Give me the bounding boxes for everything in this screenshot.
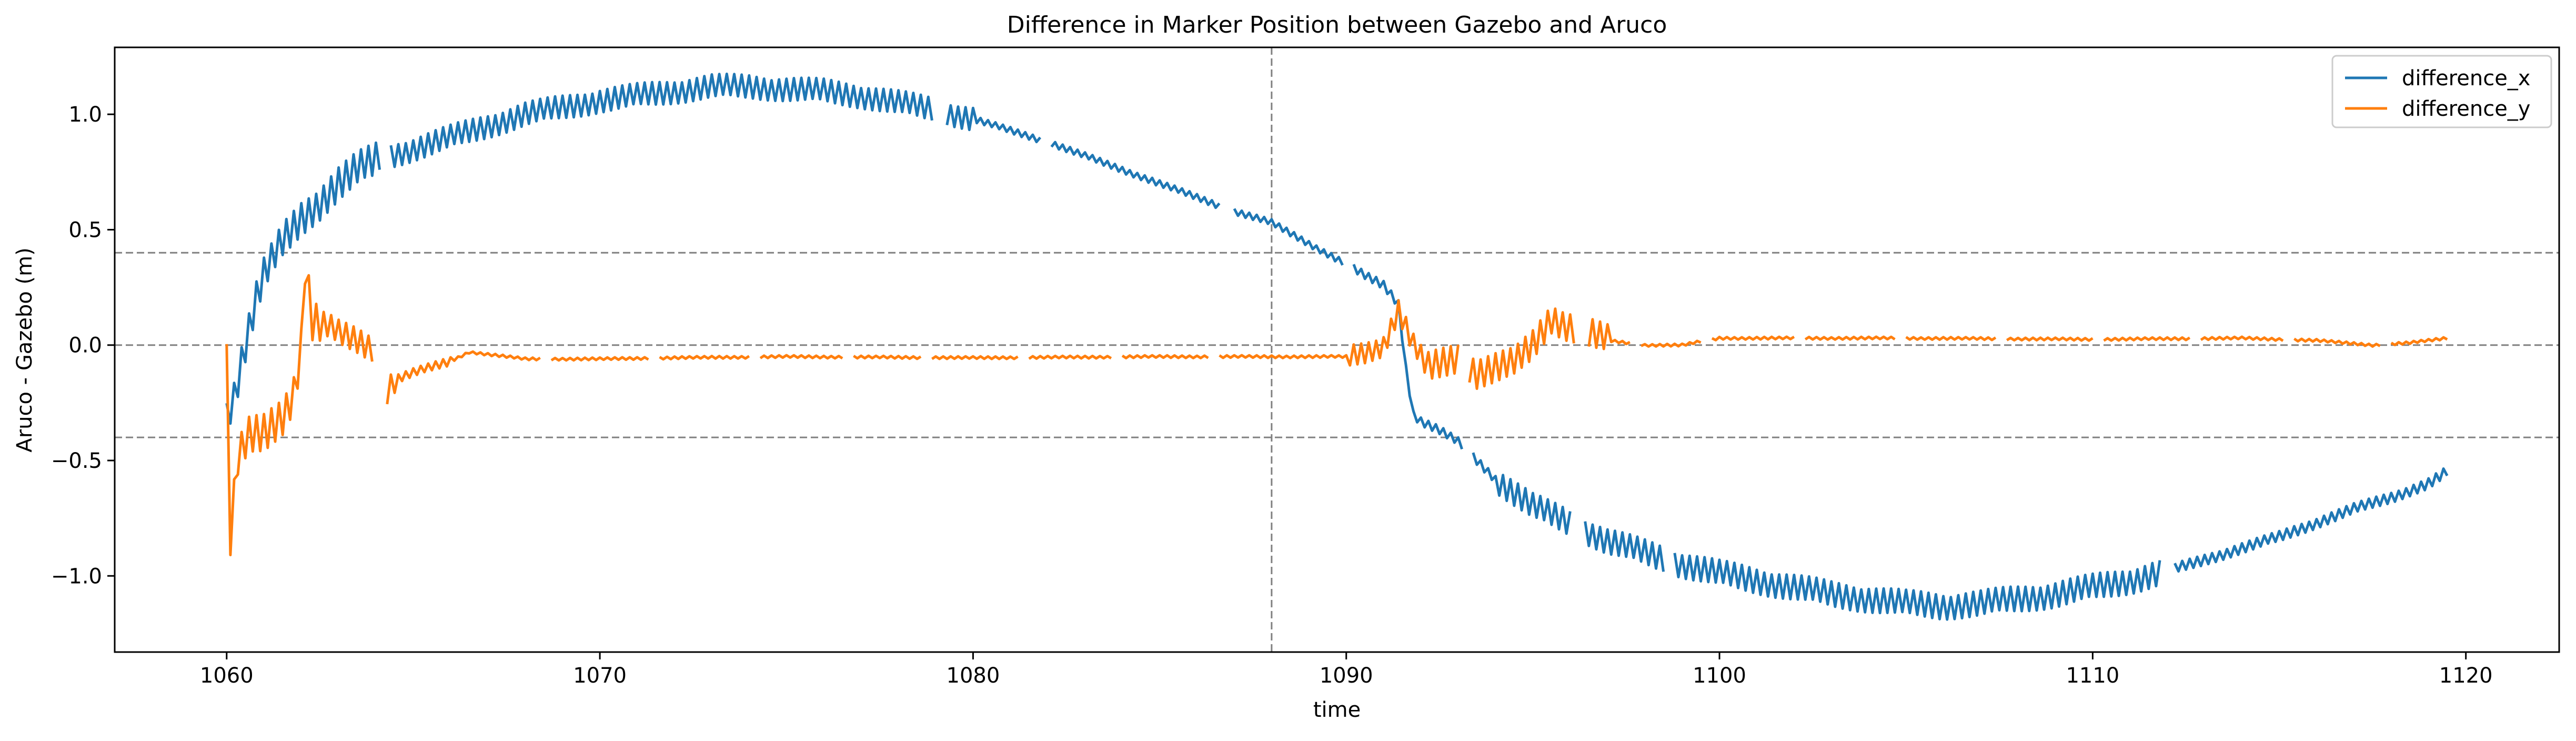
x-tick-label: 1120: [2439, 664, 2493, 688]
x-tick-label: 1100: [1693, 664, 1746, 688]
plot-frame: [114, 46, 2560, 653]
series-line-difference-x: [225, 72, 2449, 621]
y-tick-label: −0.5: [51, 449, 102, 473]
x-tick-label: 1090: [1320, 664, 1373, 688]
y-tick-label: 0.0: [68, 334, 102, 358]
series-line-difference-y: [225, 274, 2448, 556]
y-axis-label: Aruco - Gazebo (m): [13, 247, 37, 452]
chart-title: Difference in Marker Position between Ga…: [1007, 12, 1667, 38]
legend-label-difference-x: difference_x: [2402, 66, 2530, 91]
x-tick-label: 1060: [200, 664, 254, 688]
y-tick-label: 0.5: [68, 218, 102, 242]
y-tick-label: −1.0: [51, 564, 102, 588]
y-tick-label: 1.0: [68, 103, 102, 127]
x-axis-label: time: [1313, 698, 1361, 722]
x-tick-label: 1110: [2066, 664, 2119, 688]
legend: difference_x difference_y: [2331, 55, 2552, 128]
legend-label-difference-y: difference_y: [2402, 97, 2530, 121]
x-tick-label: 1080: [947, 664, 1000, 688]
x-tick-label: 1070: [573, 664, 627, 688]
